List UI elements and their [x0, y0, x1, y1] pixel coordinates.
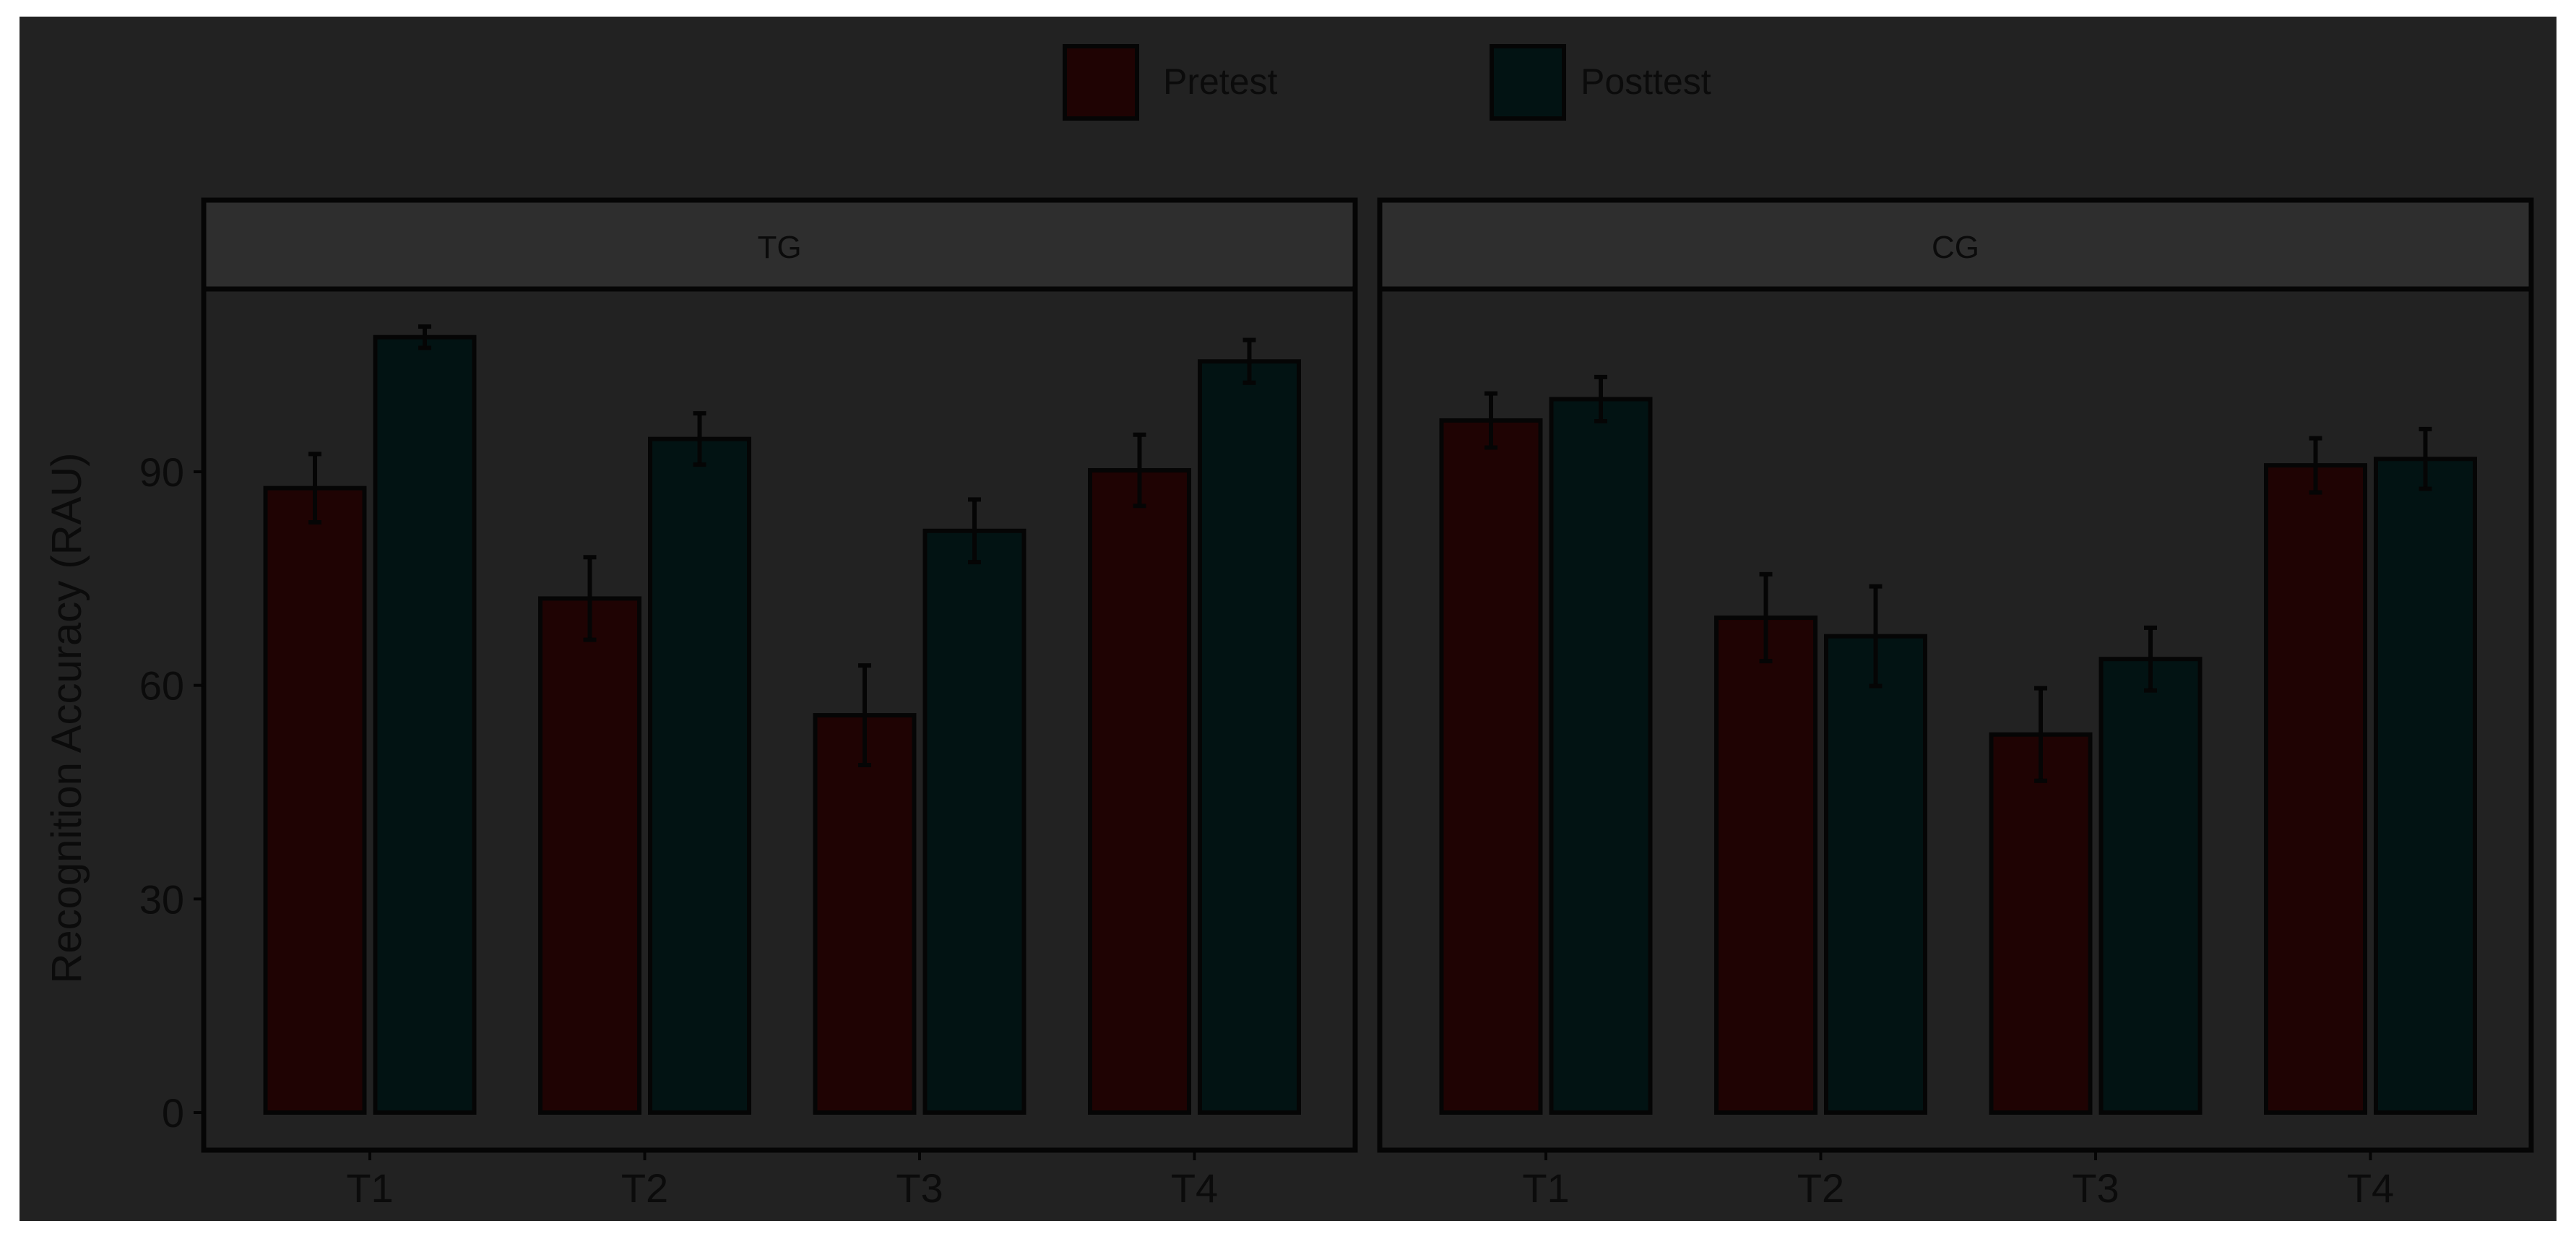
- legend-key-posttest: [1490, 44, 1566, 121]
- bar-pretest: [1714, 616, 1818, 1115]
- facet-strip-cg: [1377, 197, 2534, 292]
- bar-pretest: [2264, 463, 2367, 1115]
- bar-pretest: [263, 485, 367, 1115]
- panel-border: [1377, 286, 2534, 1153]
- y-tick-label: 90: [139, 449, 184, 495]
- legend-key-pretest: [1063, 44, 1139, 121]
- x-tick-label: T3: [2072, 1165, 2119, 1211]
- x-tick-label: T1: [346, 1165, 393, 1211]
- legend-label-pretest: Pretest: [1163, 61, 1278, 102]
- facet-label: TG: [757, 230, 801, 265]
- bar-pretest: [538, 596, 641, 1115]
- bar-pretest: [1088, 468, 1191, 1115]
- x-tick-label: T2: [1797, 1165, 1844, 1211]
- y-axis-label: Recognition Accuracy (RAU): [43, 453, 90, 984]
- y-tick-label: 30: [139, 876, 184, 922]
- bar-posttest: [1198, 359, 1301, 1115]
- bar-posttest: [922, 528, 1026, 1115]
- x-tick-label: T4: [1171, 1165, 1218, 1211]
- bar-posttest: [1824, 634, 1927, 1115]
- facet-label: CG: [1932, 230, 1979, 265]
- bar-posttest: [373, 334, 477, 1115]
- x-tick-label: T2: [621, 1165, 668, 1211]
- bar-pretest: [1439, 418, 1543, 1115]
- legend: Pretest Posttest: [1063, 44, 1711, 121]
- bar-pretest: [813, 713, 917, 1115]
- bar-posttest: [1549, 397, 1653, 1115]
- bar-posttest: [2374, 457, 2477, 1115]
- panel-border: [201, 286, 1358, 1153]
- x-tick-label: T4: [2347, 1165, 2394, 1211]
- bar-posttest: [648, 436, 751, 1115]
- y-tick-label: 60: [139, 663, 184, 709]
- legend-label-posttest: Posttest: [1581, 61, 1711, 102]
- x-tick-label: T3: [896, 1165, 943, 1211]
- y-tick-label: 0: [162, 1090, 184, 1136]
- bar-pretest: [1989, 732, 2093, 1115]
- bar-posttest: [2099, 657, 2203, 1115]
- x-tick-label: T1: [1522, 1165, 1569, 1211]
